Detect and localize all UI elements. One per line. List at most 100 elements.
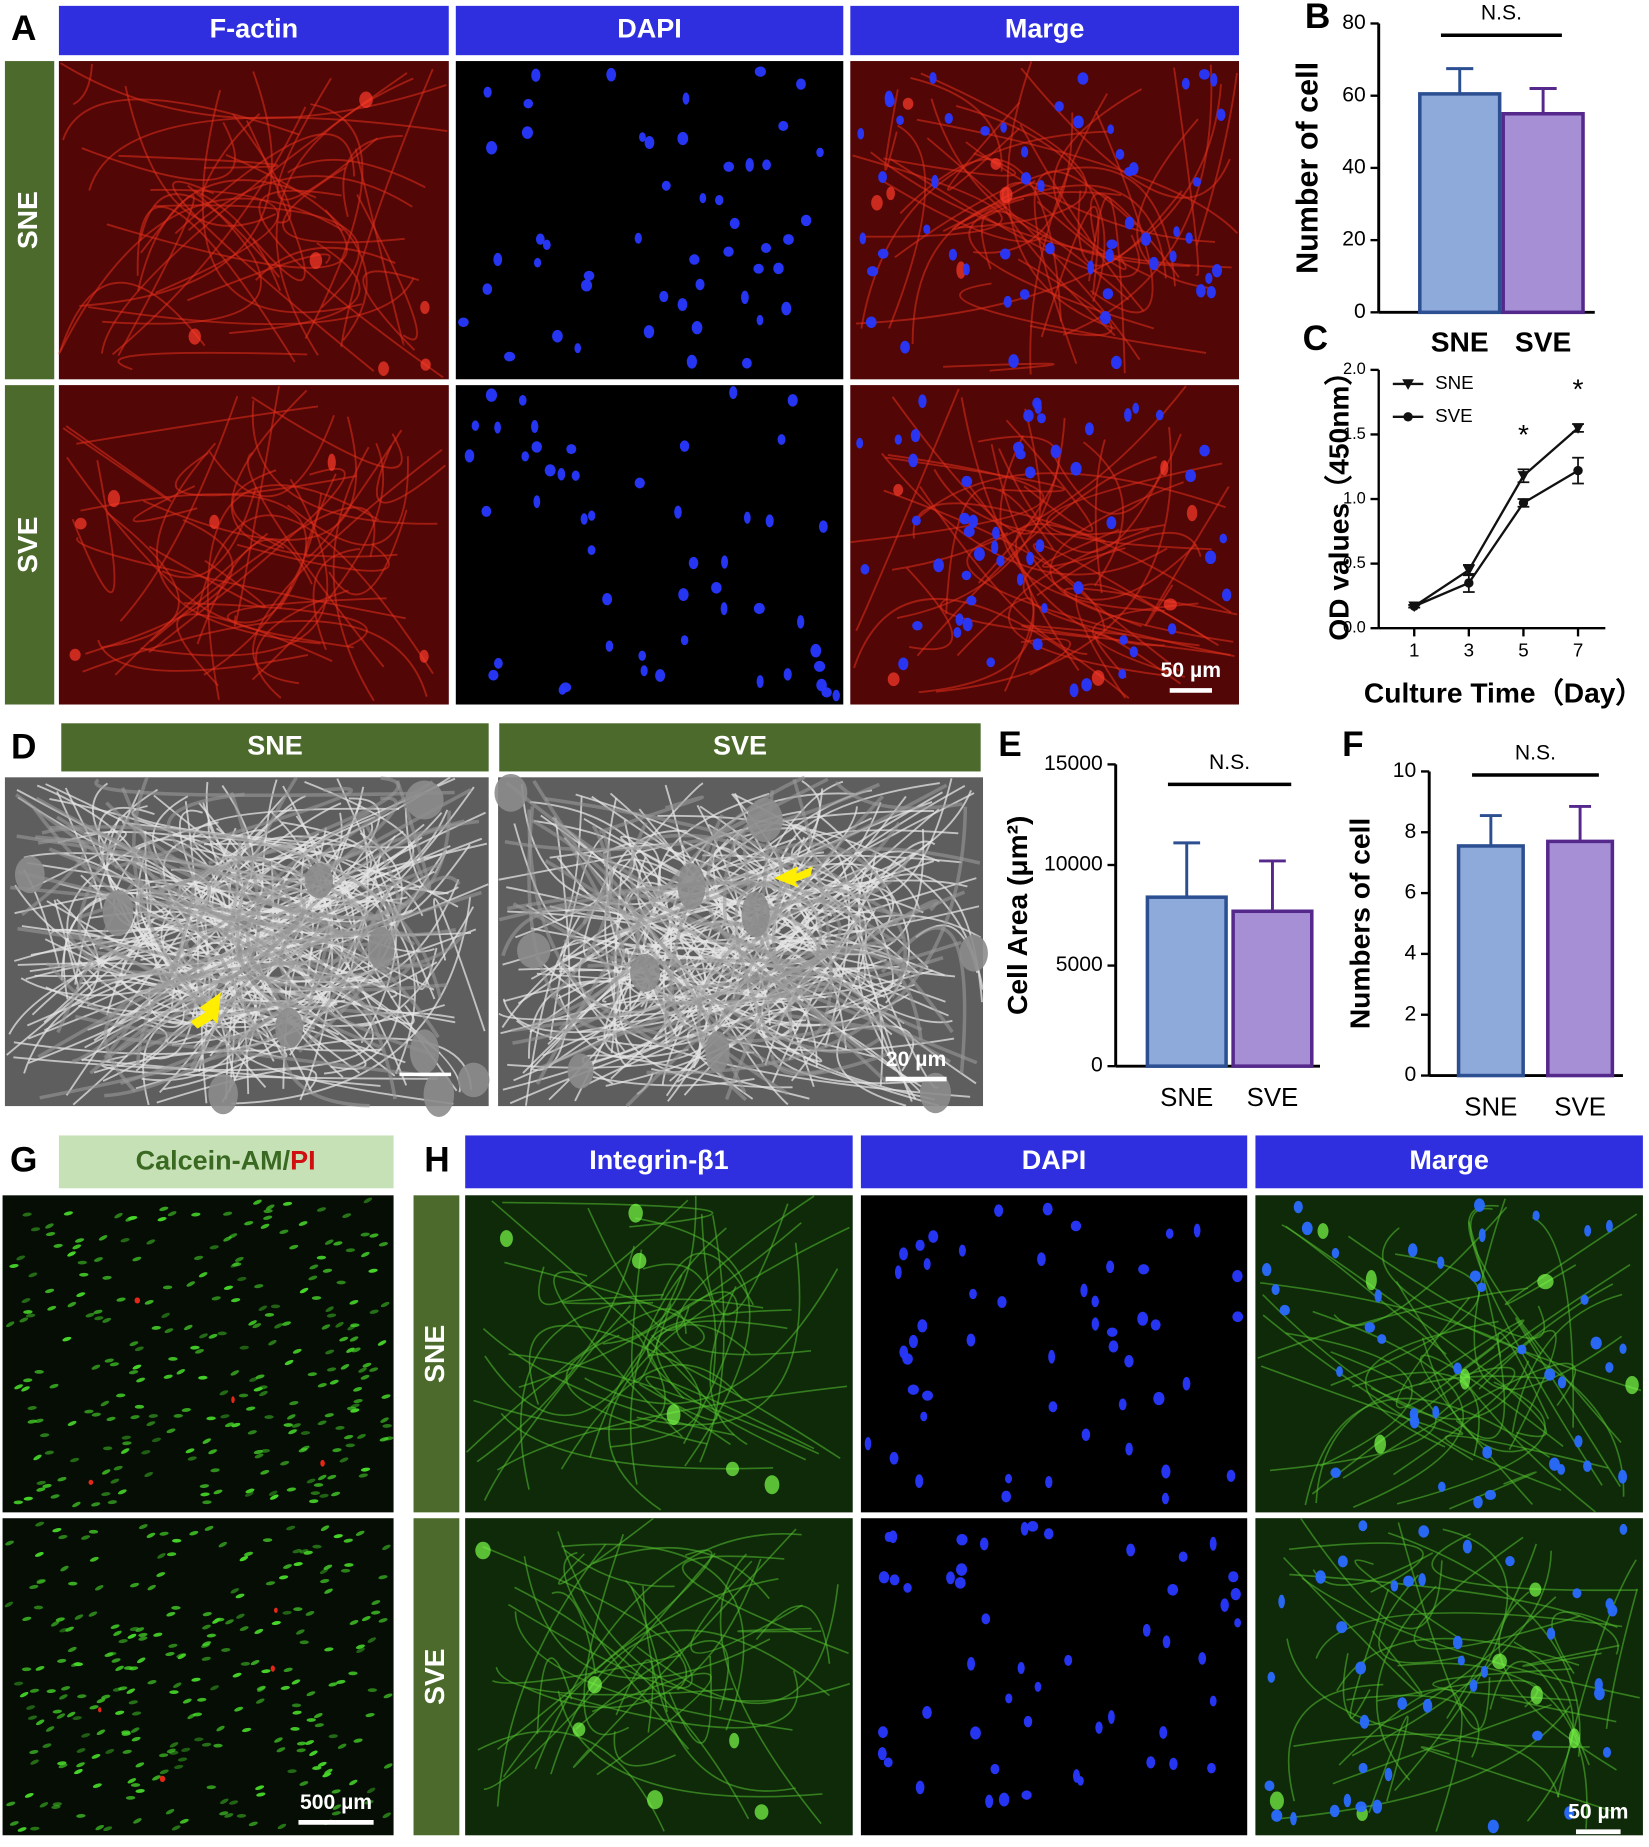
- fiber: [700, 1203, 789, 1316]
- cell: [283, 1667, 293, 1672]
- cell: [127, 1633, 137, 1639]
- cell: [1290, 1811, 1297, 1826]
- cell: [1572, 1588, 1582, 1599]
- cell: [159, 1775, 166, 1782]
- fiber: [1436, 1283, 1614, 1417]
- cell: [915, 1780, 925, 1795]
- cell: [320, 1578, 330, 1584]
- cell: [1206, 285, 1216, 299]
- cell: [299, 1640, 309, 1645]
- cell: [22, 1212, 32, 1217]
- cell: [1080, 1283, 1088, 1298]
- cell: [1034, 1681, 1042, 1692]
- cell: [299, 1549, 309, 1554]
- cell: [288, 1429, 298, 1435]
- cell: [878, 171, 887, 184]
- marker: [1462, 565, 1475, 576]
- cell: [270, 1304, 281, 1309]
- cell: [166, 1611, 176, 1617]
- cell: [1590, 1336, 1602, 1350]
- fiber: [16, 834, 285, 882]
- cell: [1091, 670, 1105, 686]
- cell: [306, 1478, 316, 1484]
- cell: [371, 1600, 381, 1605]
- cell: [358, 1367, 367, 1373]
- cell: [229, 1800, 239, 1805]
- cell: [634, 232, 642, 244]
- cell: [128, 1700, 138, 1705]
- cell: [1043, 1528, 1054, 1540]
- scale-bar-label: 50 µm: [1568, 1801, 1628, 1824]
- cell: [883, 1757, 893, 1768]
- cell: [1161, 1492, 1169, 1505]
- cell: [254, 1628, 264, 1635]
- fiber: [891, 396, 1042, 535]
- cell: [816, 678, 827, 692]
- cell: [283, 1564, 293, 1569]
- cell: [1220, 1598, 1229, 1612]
- cell: [332, 1448, 342, 1453]
- cell: [778, 120, 789, 132]
- cell: [67, 1646, 77, 1653]
- cell: [903, 1583, 912, 1593]
- fiber: [1041, 528, 1126, 568]
- cell: [6, 1321, 15, 1328]
- cell: [381, 1394, 391, 1399]
- fiber: [1281, 1224, 1447, 1355]
- cell: [35, 1719, 45, 1726]
- cell: [106, 1416, 116, 1422]
- cell: [42, 1483, 52, 1488]
- cell: [383, 1693, 393, 1699]
- cell: [164, 1328, 174, 1334]
- cell: [19, 1691, 29, 1698]
- cell: [219, 1811, 229, 1816]
- cell: [531, 68, 541, 82]
- cell: [1161, 1464, 1171, 1479]
- cell: [309, 252, 323, 270]
- cell: [336, 1679, 346, 1684]
- cell: [245, 1488, 255, 1494]
- cell: [1119, 635, 1128, 645]
- cell: [1477, 1282, 1487, 1292]
- cell: [1064, 1654, 1073, 1666]
- cell: [923, 1258, 931, 1271]
- cell: [230, 1298, 241, 1303]
- cell: [298, 1221, 308, 1226]
- fiber: [88, 116, 448, 191]
- cell: [26, 1705, 36, 1710]
- cell: [1384, 1767, 1393, 1782]
- cell: [168, 1357, 178, 1361]
- fiber: [956, 597, 1035, 692]
- fiber: [66, 821, 219, 992]
- fiber: [855, 388, 960, 632]
- cell: [602, 592, 613, 606]
- fiber: [1301, 1577, 1640, 1699]
- y-tick-label: 8: [1405, 820, 1417, 843]
- cell: [238, 1393, 249, 1398]
- cell: [884, 90, 894, 105]
- fiber: [1455, 1221, 1506, 1440]
- cell: [325, 1306, 334, 1313]
- cell: [70, 1662, 80, 1667]
- fiber: [1286, 1638, 1590, 1748]
- cell: [1453, 1362, 1462, 1375]
- cell: [1153, 1391, 1165, 1406]
- cell: [198, 1375, 208, 1380]
- cell: [254, 1453, 264, 1459]
- cell: [966, 1333, 976, 1347]
- cell: [1473, 1495, 1483, 1509]
- row-bar: [413, 1195, 460, 1513]
- cell: [1150, 1319, 1161, 1331]
- cell: [1337, 1555, 1348, 1568]
- cell: [894, 1265, 902, 1280]
- fiber: [615, 1659, 654, 1733]
- fiber: [1195, 72, 1238, 246]
- fiber: [602, 1195, 697, 1345]
- cell: [1077, 1776, 1084, 1786]
- fiber: [502, 1577, 779, 1778]
- cell: [162, 1285, 173, 1290]
- cell: [177, 1757, 188, 1762]
- cell: [173, 1682, 182, 1688]
- cell: [1492, 1653, 1507, 1670]
- cell: [1165, 1228, 1174, 1239]
